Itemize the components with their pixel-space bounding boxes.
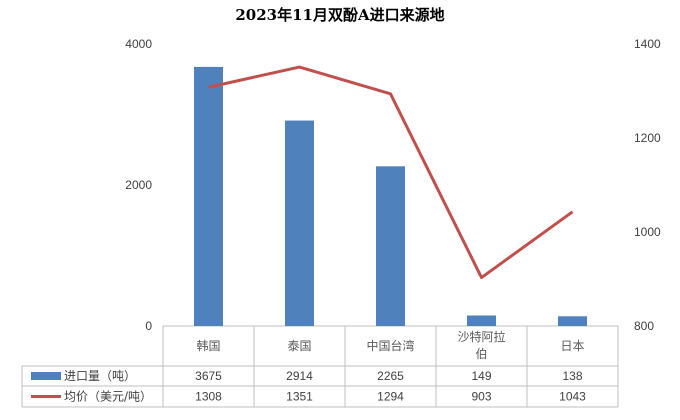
bar-import-volume: [376, 166, 405, 326]
data-table-cell: 1043: [559, 390, 586, 404]
data-table-cell: 138: [562, 369, 582, 383]
legend-key-bar: [31, 372, 61, 380]
left-axis-tick-label: 2000: [125, 178, 152, 192]
category-label: 泰国: [287, 339, 311, 353]
chart-title: 2023年11月双酚A进口来源地: [235, 6, 444, 24]
right-axis-tick-label: 1200: [634, 131, 661, 145]
category-label: 日本: [560, 339, 584, 353]
bar-import-volume: [194, 66, 223, 326]
bar-import-volume: [558, 316, 587, 326]
data-table-cell: 1294: [377, 390, 404, 404]
data-table-cell: 903: [471, 390, 491, 404]
right-axis-tick-label: 1400: [634, 37, 661, 51]
data-table-cell: 1351: [286, 390, 313, 404]
right-axis-tick-label: 1000: [634, 225, 661, 239]
bar-import-volume: [285, 120, 314, 326]
category-label: 韩国: [196, 338, 220, 353]
legend-label: 进口量（吨）: [64, 369, 136, 383]
left-axis-tick-label: 4000: [125, 37, 152, 51]
legend-label: 均价（美元/吨）: [64, 390, 152, 404]
right-axis-tick-label: 800: [634, 319, 654, 333]
line-average-price: [208, 65, 574, 280]
data-table-cell: 3675: [195, 369, 222, 383]
data-table-cell: 2914: [286, 369, 313, 383]
category-label: 沙特阿拉: [457, 329, 505, 344]
left-axis-tick-label: 0: [145, 319, 152, 333]
data-table-cell: 1308: [195, 390, 222, 404]
data-table-cell: 2265: [377, 369, 404, 383]
data-table-cell: 149: [471, 369, 491, 383]
category-label: 中国台湾: [366, 338, 414, 353]
category-label: 伯: [475, 346, 487, 361]
bar-import-volume: [467, 315, 496, 326]
